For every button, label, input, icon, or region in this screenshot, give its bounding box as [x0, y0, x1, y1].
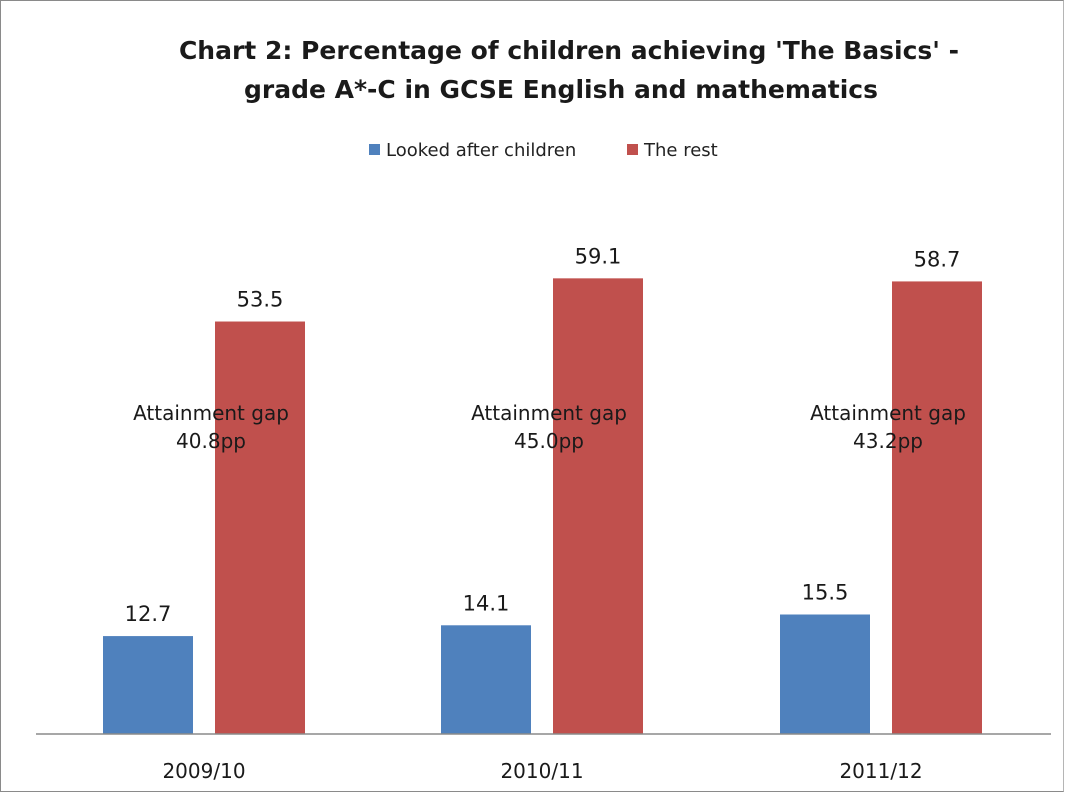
x-tick-label-0: 2009/10 [162, 759, 245, 783]
legend-label-the-rest: The rest [643, 140, 718, 161]
legend: Looked after children The rest [369, 140, 718, 161]
data-label-looked-after-0: 12.7 [125, 602, 172, 626]
x-tick-label-2: 2011/12 [839, 759, 922, 783]
bar-looked-after-0 [103, 636, 193, 734]
plot-area: 12.7 53.5 2009/10 14.1 59.1 2010/11 15.5 58.7 20… [103, 244, 982, 783]
annotation-gap-value-2: 43.2pp [853, 429, 923, 453]
legend-label-looked-after: Looked after children [386, 140, 576, 161]
annotation-gap-label-1: Attainment gap [471, 401, 627, 425]
annotation-gap-value-0: 40.8pp [176, 429, 246, 453]
legend-swatch-looked-after [369, 144, 380, 155]
data-label-looked-after-1: 14.1 [463, 591, 510, 615]
data-label-the-rest-1: 59.1 [575, 244, 622, 268]
bar-the-rest-1 [553, 278, 643, 734]
bar-the-rest-0 [215, 321, 305, 734]
annotation-gap-label-0: Attainment gap [133, 401, 289, 425]
bar-looked-after-2 [780, 614, 870, 734]
bar-looked-after-1 [441, 625, 531, 734]
data-label-the-rest-0: 53.5 [237, 288, 284, 312]
chart-title-line-1: Chart 2: Percentage of children achievin… [179, 36, 959, 65]
annotation-gap-value-1: 45.0pp [514, 429, 584, 453]
annotation-gap-label-2: Attainment gap [810, 401, 966, 425]
x-tick-label-1: 2010/11 [500, 759, 583, 783]
data-label-looked-after-2: 15.5 [802, 580, 849, 604]
bar-the-rest-2 [892, 281, 982, 734]
legend-swatch-the-rest [627, 144, 638, 155]
data-label-the-rest-2: 58.7 [914, 247, 961, 271]
chart-title-line-2: grade A*-C in GCSE English and mathemati… [244, 75, 878, 104]
